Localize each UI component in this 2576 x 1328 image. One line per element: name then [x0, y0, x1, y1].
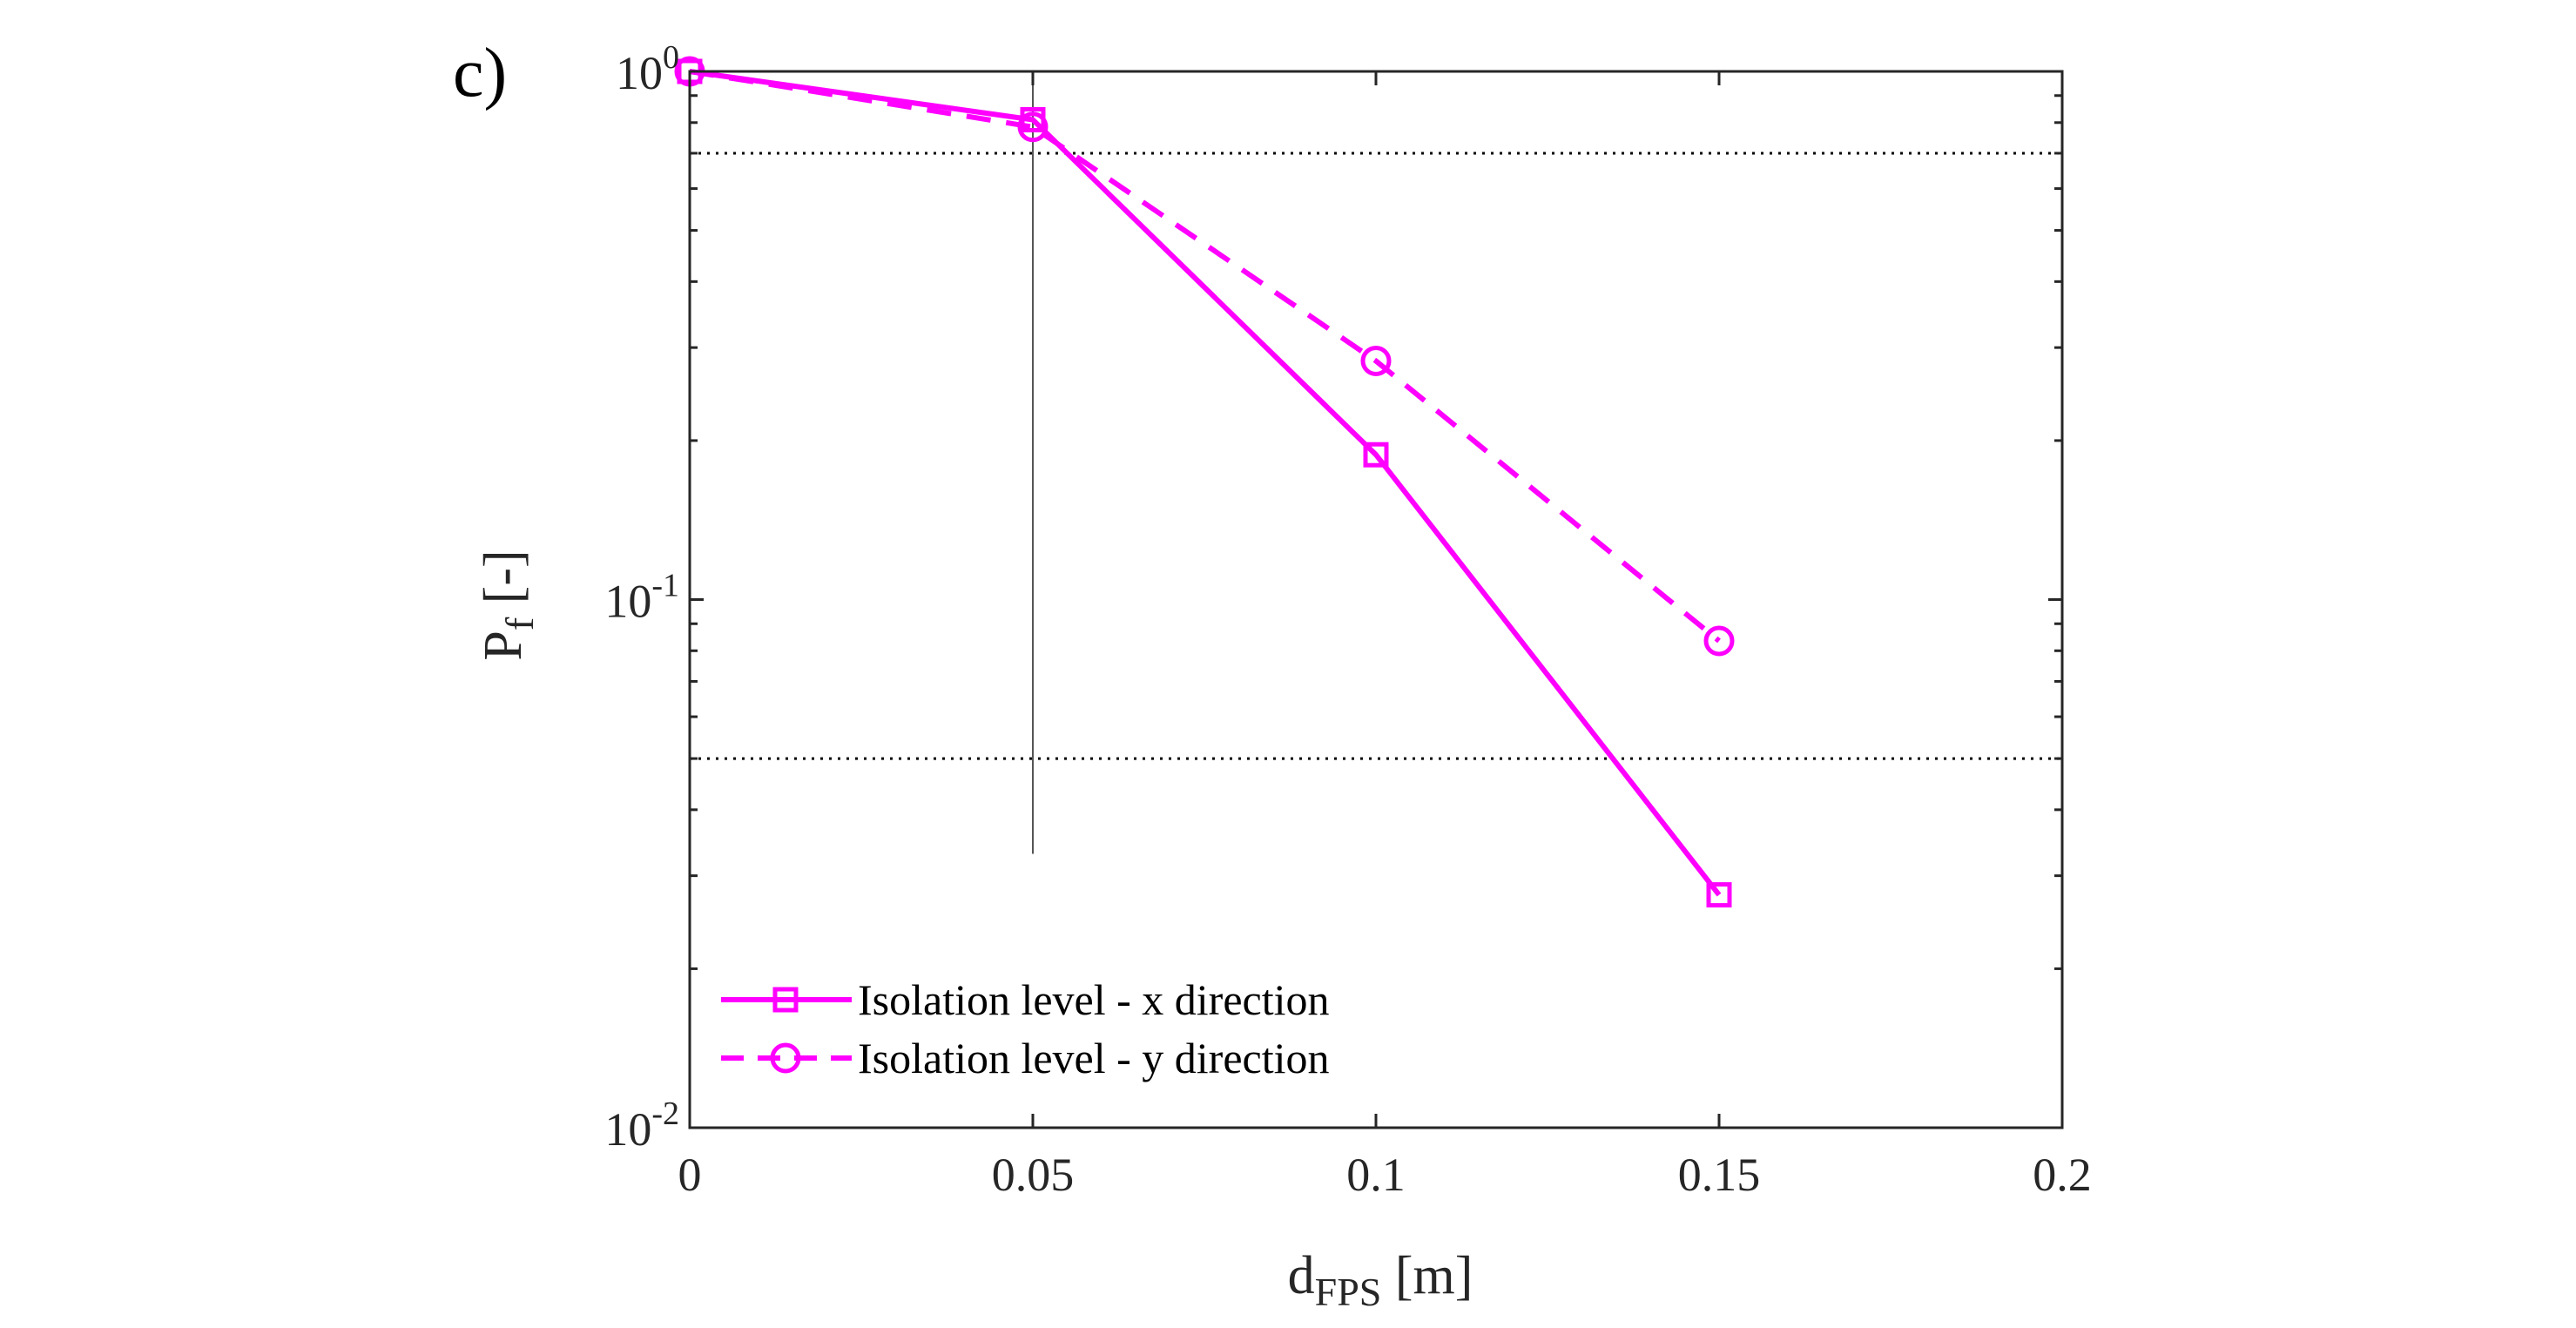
panel-label: c) [453, 35, 507, 111]
series-line-0 [689, 69, 1722, 897]
x-tick-label: 0.05 [992, 1149, 1075, 1201]
series-line-1 [689, 69, 1721, 644]
reference-lines [690, 71, 2062, 854]
legend-label-x: Isolation level - x direction [858, 975, 1330, 1024]
legend-label-y: Isolation level - y direction [858, 1034, 1330, 1082]
x-axis-label: dFPS [m] [1288, 1246, 1473, 1314]
x-axis-label-main: d [1288, 1246, 1315, 1305]
data-point-circle [1360, 345, 1392, 376]
x-tick-label: 0.1 [1346, 1149, 1406, 1201]
data-point-square [1363, 442, 1389, 468]
y-tick-label: 10-2 [604, 1095, 679, 1156]
y-tick-label-base: 10 [604, 576, 651, 628]
legend: Isolation level - x direction Isolation … [721, 975, 1330, 1082]
y-tick-label-base: 10 [616, 47, 663, 99]
legend-entry-x: Isolation level - x direction [721, 975, 1330, 1024]
y-tick-label-exp: -1 [651, 568, 679, 604]
y-axis-label-suffix: [-] [474, 549, 533, 617]
y-axis-label-main: P [474, 630, 533, 660]
y-tick-label-exp: -2 [651, 1095, 679, 1132]
series-layer [674, 56, 1735, 908]
y-tick-label: 10-1 [604, 568, 679, 628]
x-axis-label-sub: FPS [1315, 1270, 1382, 1314]
axis-ticks [688, 70, 2064, 1129]
legend-swatch-marker-circle [770, 1042, 801, 1074]
x-tick-label: 0.2 [2033, 1149, 2092, 1201]
x-tick-labels: 0 0.05 0.1 0.15 0.2 [678, 1149, 2092, 1201]
legend-entry-y: Isolation level - y direction [721, 1034, 1330, 1082]
data-point-circle [1017, 111, 1049, 143]
y-tick-label: 100 [616, 39, 679, 99]
data-point-square [1706, 882, 1732, 908]
data-point-circle [1703, 625, 1735, 657]
y-axis-label-sub: f [497, 617, 542, 630]
x-tick-label: 0 [678, 1149, 702, 1201]
legend-swatch-marker-square [772, 987, 799, 1013]
x-axis-label-suffix: [m] [1381, 1246, 1473, 1305]
y-axis-label: Pf [-] [474, 549, 542, 660]
x-tick-label: 0.15 [1678, 1149, 1761, 1201]
y-tick-label-base: 10 [604, 1103, 651, 1156]
y-tick-label-exp: 0 [663, 39, 679, 76]
